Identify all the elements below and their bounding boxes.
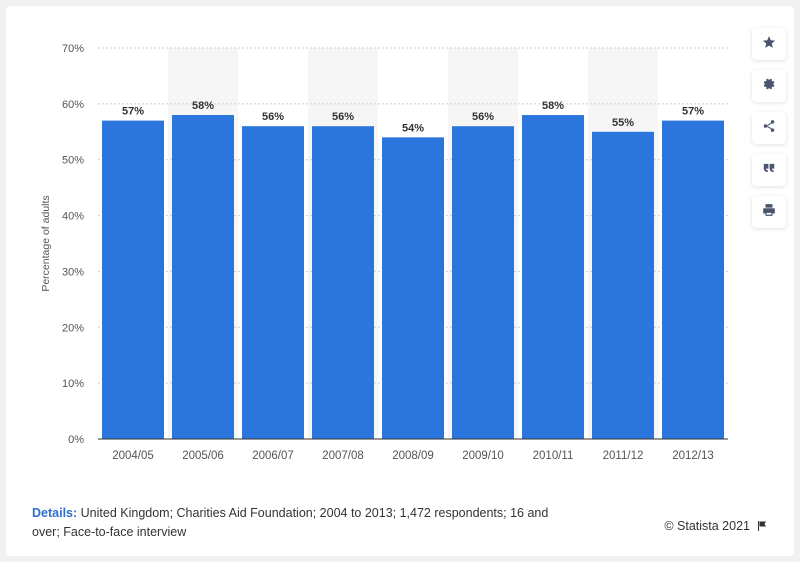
data-label: 55% — [612, 117, 634, 129]
bar — [312, 126, 374, 439]
y-tick-label: 40% — [62, 211, 84, 223]
data-label: 57% — [682, 106, 704, 118]
toolbar — [752, 28, 786, 238]
y-tick-label: 20% — [62, 322, 84, 334]
favorite-button[interactable] — [752, 28, 786, 60]
bar — [242, 126, 304, 439]
data-label: 56% — [262, 111, 284, 123]
quote-icon — [762, 161, 776, 179]
y-tick-label: 60% — [62, 99, 84, 111]
bar — [662, 120, 724, 439]
data-label: 58% — [192, 100, 214, 112]
data-label: 56% — [472, 111, 494, 123]
bar — [172, 115, 234, 440]
x-tick-label: 2009/10 — [462, 450, 504, 462]
bar — [592, 131, 654, 439]
credit: © Statista 2021 — [664, 519, 768, 533]
bar — [382, 137, 444, 439]
flag-icon[interactable] — [756, 520, 768, 532]
x-tick-label: 2011/12 — [603, 450, 644, 462]
details-label: Details: — [32, 506, 78, 520]
y-tick-label: 10% — [62, 378, 84, 390]
y-tick-label: 0% — [68, 434, 84, 446]
data-label: 58% — [542, 100, 564, 112]
x-tick-label: 2007/08 — [322, 450, 364, 462]
settings-button[interactable] — [752, 70, 786, 102]
share-button[interactable] — [752, 112, 786, 144]
y-axis-label: Percentage of adults — [40, 195, 52, 291]
share-icon — [762, 119, 776, 137]
gear-icon — [762, 77, 776, 95]
data-label: 57% — [122, 106, 144, 118]
x-tick-label: 2012/13 — [672, 450, 714, 462]
details-text: Details: United Kingdom; Charities Aid F… — [32, 504, 572, 542]
data-label: 54% — [402, 122, 424, 134]
x-tick-label: 2010/11 — [533, 450, 574, 462]
bar — [452, 126, 514, 439]
print-icon — [762, 203, 776, 221]
y-tick-label: 30% — [62, 266, 84, 278]
bar-chart: 0% 10% 20% 30% 40% 50% 60% 70% Percentage of adu… — [40, 43, 728, 462]
print-button[interactable] — [752, 196, 786, 228]
bar — [522, 115, 584, 440]
details-body: United Kingdom; Charities Aid Foundation… — [32, 506, 549, 539]
x-tick-label: 2006/07 — [252, 450, 294, 462]
x-tick-label: 2004/05 — [112, 450, 154, 462]
y-tick-label: 50% — [62, 155, 84, 167]
cite-button[interactable] — [752, 154, 786, 186]
x-tick-label: 2005/06 — [182, 450, 224, 462]
statista-credit[interactable]: © Statista 2021 — [664, 519, 750, 533]
data-label: 56% — [332, 111, 354, 123]
star-icon — [762, 35, 776, 53]
chart-card: 0% 10% 20% 30% 40% 50% 60% 70% Percentage of adu… — [6, 6, 794, 556]
y-tick-label: 70% — [62, 43, 84, 55]
x-tick-label: 2008/09 — [392, 450, 434, 462]
bar — [102, 120, 164, 439]
